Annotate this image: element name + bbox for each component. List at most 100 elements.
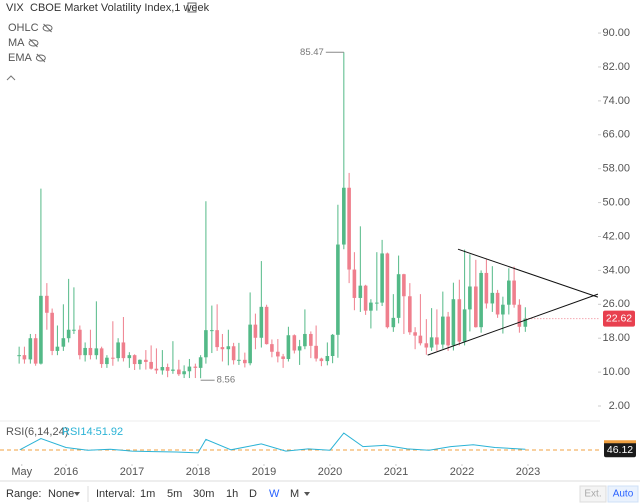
y-tick-label: 26.00 xyxy=(602,298,630,310)
trendline xyxy=(427,293,599,356)
candle-body xyxy=(468,286,472,310)
candle-body xyxy=(88,347,93,356)
interval-button[interactable]: W xyxy=(269,488,280,500)
candle-body xyxy=(220,347,225,350)
candle-body xyxy=(297,346,302,351)
x-tick-label: 2017 xyxy=(120,466,144,478)
candle-body xyxy=(402,274,406,297)
candle-body xyxy=(495,292,500,315)
candle-body xyxy=(517,304,522,327)
candle-body xyxy=(237,359,241,361)
symbol: VIX xyxy=(6,2,24,14)
interval-button[interactable]: 1h xyxy=(226,488,238,500)
settings-icon[interactable] xyxy=(187,2,197,13)
candle-body xyxy=(330,334,335,357)
candle-body xyxy=(314,345,318,359)
interval-button[interactable]: 1m xyxy=(140,488,155,500)
x-tick-label: 2022 xyxy=(450,466,474,478)
candle-body xyxy=(121,342,126,359)
rsi-line xyxy=(19,432,526,454)
y-tick-label: 74.00 xyxy=(602,95,630,107)
candle-body xyxy=(226,346,231,350)
candle-body xyxy=(182,371,186,375)
candle-body xyxy=(111,357,115,359)
candle-body xyxy=(441,316,445,345)
candle-body xyxy=(33,338,38,364)
candle-body xyxy=(474,286,478,328)
candle-body xyxy=(512,280,516,305)
y-tick-label: 18.00 xyxy=(602,332,630,344)
y-tick-label: 50.00 xyxy=(602,196,630,208)
candle-body xyxy=(391,317,396,328)
candle-body xyxy=(187,366,192,372)
candle-body xyxy=(418,335,423,344)
indicator-label: OHLC xyxy=(8,22,39,34)
candle-body xyxy=(165,367,170,371)
candle-body xyxy=(396,274,401,318)
candle-body xyxy=(380,253,384,303)
candle-body xyxy=(347,187,351,270)
candle-body xyxy=(83,347,87,356)
candle-body xyxy=(177,369,181,375)
candle-body xyxy=(276,351,280,357)
candle-body xyxy=(116,342,120,359)
trendline xyxy=(457,248,599,298)
visibility-icon[interactable] xyxy=(42,24,53,32)
y-tick-label: 90.00 xyxy=(602,27,630,39)
candle-body xyxy=(144,359,148,362)
collapse-icon[interactable] xyxy=(6,75,16,81)
x-tick-label: 2019 xyxy=(252,466,276,478)
candle-body xyxy=(99,348,104,365)
visibility-icon[interactable] xyxy=(28,39,39,47)
visibility-slash xyxy=(36,53,46,63)
range-select[interactable]: None xyxy=(48,488,74,500)
rsi-value-stripe xyxy=(604,440,636,444)
candle-body xyxy=(363,285,368,311)
high-label: 85.47 xyxy=(300,47,324,58)
auto-label[interactable]: Auto xyxy=(613,489,634,500)
candle-body xyxy=(424,343,429,348)
candle-body xyxy=(408,296,412,333)
visibility-icon[interactable] xyxy=(35,54,46,62)
interval-button[interactable]: 5m xyxy=(167,488,182,500)
candle-body xyxy=(309,333,313,346)
candle-body xyxy=(435,337,439,345)
candle-body xyxy=(462,309,467,342)
y-tick-label: 82.00 xyxy=(602,61,630,73)
candle-body xyxy=(132,355,137,365)
candle-body xyxy=(204,330,208,358)
ext-label[interactable]: Ext. xyxy=(584,489,601,500)
candle-body xyxy=(507,280,511,305)
range-label: Range: xyxy=(6,488,41,500)
chart-title: CBOE Market Volatility Index,1 week xyxy=(30,2,210,14)
candle-body xyxy=(215,330,219,348)
candle-body xyxy=(72,329,76,331)
candle-body xyxy=(336,244,340,335)
indicator-label: EMA xyxy=(8,52,33,64)
candle-body xyxy=(149,361,153,369)
auto-button[interactable] xyxy=(607,485,639,503)
candle-body xyxy=(385,253,390,328)
candle-body xyxy=(413,332,417,336)
x-tick-label: 2023 xyxy=(516,466,540,478)
interval-button[interactable]: M xyxy=(290,488,299,500)
candle-body xyxy=(17,355,21,357)
y-tick-label: 58.00 xyxy=(602,163,630,175)
interval-button[interactable]: 30m xyxy=(193,488,214,500)
candle-body xyxy=(292,335,297,351)
candle-body xyxy=(325,356,330,362)
rsi-value-box xyxy=(604,441,636,458)
interval-button[interactable]: D xyxy=(249,488,257,500)
candle-body xyxy=(248,324,252,364)
x-tick-label: 2021 xyxy=(384,466,408,478)
candle-body xyxy=(61,338,66,347)
ext-button[interactable] xyxy=(579,485,607,503)
candle-body xyxy=(490,292,495,304)
y-tick-label: 66.00 xyxy=(602,129,630,141)
candle-body xyxy=(286,335,291,359)
indicator-list: OHLC MA EMA xyxy=(8,22,53,64)
candle-body xyxy=(523,318,528,327)
candle-body xyxy=(451,299,456,346)
candle-body xyxy=(319,358,324,362)
